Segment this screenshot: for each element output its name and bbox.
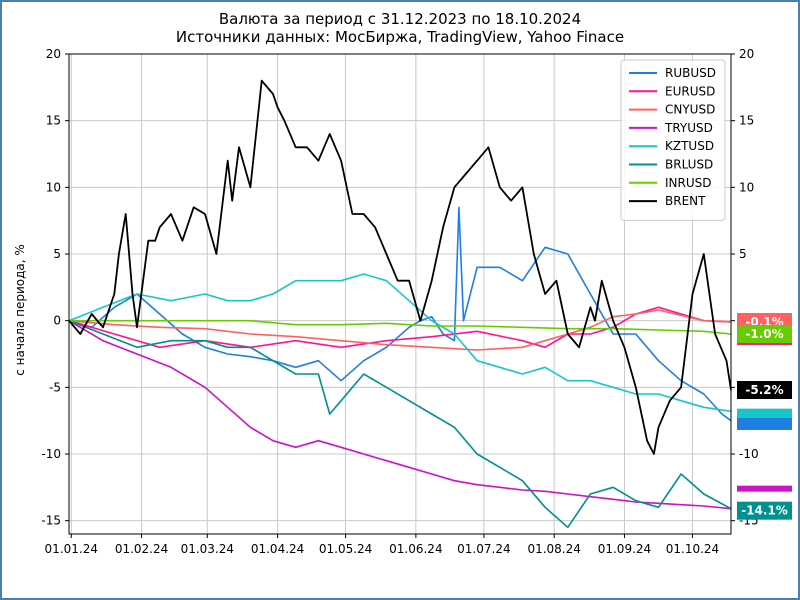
end-label-text: -5.2%	[745, 383, 783, 397]
x-tick-label: 01.04.24	[251, 542, 304, 556]
series-line-kztusd	[68, 273, 732, 413]
end-value-labels: -0.1%-1.0%-5.2%-14.1%	[737, 313, 792, 520]
x-tick-label: 01.10.24	[666, 542, 719, 556]
series-line-brent	[68, 79, 732, 455]
legend-label-tryusd: TRYUSD	[664, 121, 713, 135]
series-line-rubusd	[68, 206, 732, 422]
y-tick-label-left: -5	[49, 380, 61, 394]
end-label-strip-tryusd	[737, 485, 792, 492]
series-line-inrusd	[69, 319, 732, 335]
x-tick-label: 01.05.24	[319, 542, 372, 556]
y-tick-label-left: 15	[46, 114, 61, 128]
end-label-badge	[737, 325, 792, 343]
legend-label-rubusd: RUBUSD	[665, 66, 716, 80]
x-tick-label: 01.02.24	[115, 542, 168, 556]
x-tick-label: 01.03.24	[181, 542, 234, 556]
y-tick-label-left: 20	[46, 47, 61, 61]
y-tick-label-left: 5	[53, 247, 61, 261]
chart-title: Валюта за период с 31.12.2023 по 18.10.2…	[219, 10, 581, 28]
legend-label-kztusd: KZTUSD	[665, 139, 714, 153]
legend-label-eurusd: EURUSD	[665, 84, 715, 98]
end-label-strip-rubusd	[737, 418, 792, 430]
legend-label-cnyusd: CNYUSD	[665, 103, 715, 117]
y-tick-label-right: 10	[739, 180, 754, 194]
y-tick-label-left: -10	[41, 447, 61, 461]
legend-label-brlusd: BRLUSD	[665, 158, 713, 172]
series-line-brlusd	[68, 319, 732, 529]
series-line-cnyusd	[68, 309, 732, 351]
x-tick-label: 01.08.24	[527, 542, 580, 556]
y-axis-label: с начала периода, %	[13, 244, 27, 376]
legend-box	[620, 59, 726, 221]
x-tick-label: 01.01.24	[45, 542, 98, 556]
y-tick-label-left: 10	[46, 180, 61, 194]
y-tick-label-left: 0	[53, 314, 61, 328]
axis-ticks: -15-15-10-10-5-5005510101515202001.01.24…	[41, 47, 758, 556]
y-tick-label-right: -10	[739, 447, 759, 461]
plot-area	[68, 53, 732, 535]
end-label-text: -1.0%	[745, 327, 783, 341]
end-label-badge	[737, 381, 792, 399]
series-layer	[68, 79, 732, 529]
y-tick-label-right: 15	[739, 114, 754, 128]
legend-label-inrusd: INRUSD	[665, 176, 712, 190]
series-line-eurusd	[68, 306, 732, 349]
legend-label-brent: BRENT	[665, 194, 706, 208]
y-tick-label-left: -15	[41, 514, 61, 528]
legend: RUBUSD EURUSD CNYUSD TRYUSD KZTUSD BRLUSD INRU…	[620, 59, 726, 221]
x-tick-label: 01.06.24	[389, 542, 442, 556]
x-tick-label: 01.07.24	[457, 542, 510, 556]
series-line-tryusd	[68, 320, 732, 510]
y-tick-label-right: 20	[739, 47, 754, 61]
y-tick-label-right: 5	[739, 247, 747, 261]
end-label-strip-kztusd	[737, 408, 792, 421]
end-label-badge	[737, 501, 792, 520]
chart-subtitle: Источники данных: МосБиржа, TradingView,…	[176, 28, 624, 46]
end-label-text: -14.1%	[741, 504, 788, 518]
x-tick-label: 01.09.24	[598, 542, 651, 556]
